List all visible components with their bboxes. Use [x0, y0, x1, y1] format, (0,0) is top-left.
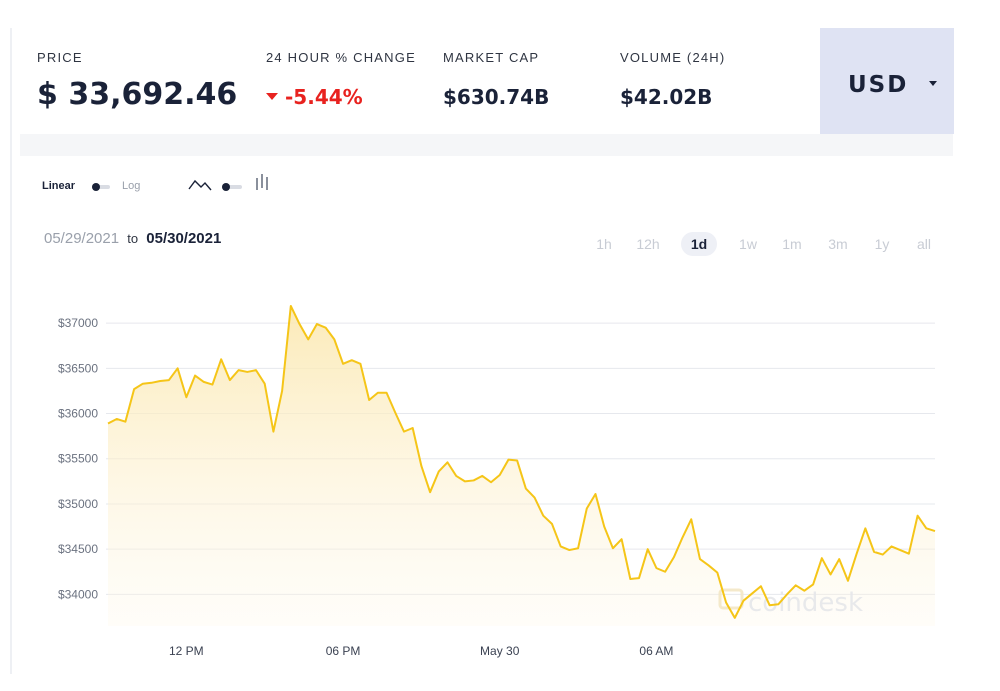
- range-3m[interactable]: 3m: [828, 236, 848, 252]
- range-1y[interactable]: 1y: [874, 236, 890, 252]
- x-tick-label: 06 AM: [639, 644, 673, 658]
- price-label: PRICE: [37, 50, 83, 65]
- scale-linear-label[interactable]: Linear: [42, 180, 76, 192]
- date-range-end[interactable]: 05/30/2021: [146, 230, 222, 247]
- price-chart: $34000 $34500 $35000 $35500 $36000 $36500 $370…: [58, 304, 936, 658]
- chart-style-toggle-switch[interactable]: [222, 183, 242, 191]
- market-cap-stat: MARKET CAP $630.74B: [443, 50, 549, 109]
- price-stat: PRICE $ 33,692.46: [37, 50, 237, 112]
- caret-down-icon: [266, 93, 278, 100]
- x-tick-label: 12 PM: [169, 644, 204, 658]
- range-all[interactable]: all: [916, 236, 931, 252]
- range-1d[interactable]: 1d: [681, 232, 717, 256]
- date-range: 05/29/2021 to 05/30/2021: [44, 230, 221, 247]
- x-tick-label: 06 PM: [326, 644, 361, 658]
- range-12h[interactable]: 12h: [636, 236, 660, 252]
- y-tick-label: $34000: [58, 587, 98, 601]
- candlestick-icon[interactable]: [254, 174, 270, 192]
- scale-toggle-switch[interactable]: [92, 183, 110, 191]
- scale-log-label[interactable]: Log: [122, 180, 141, 192]
- coindesk-watermark: coindesk: [718, 588, 863, 618]
- y-tick-label: $36500: [58, 361, 98, 375]
- market-cap-label: MARKET CAP: [443, 50, 540, 65]
- price-line: [107, 304, 936, 619]
- y-tick-label: $34500: [58, 542, 98, 556]
- x-tick-label: May 30: [480, 644, 520, 658]
- y-tick-label: $37000: [58, 316, 98, 330]
- change-value: -5.44%: [285, 85, 363, 109]
- price-stats-card: PRICE $ 33,692.46 24 HOUR % CHANGE -5.44…: [20, 28, 953, 134]
- left-divider: [10, 28, 12, 674]
- volume-label: VOLUME (24H): [620, 50, 726, 65]
- change-label: 24 HOUR % CHANGE: [266, 50, 416, 65]
- watermark-text: coindesk: [748, 588, 863, 618]
- change-value-row: -5.44%: [266, 85, 416, 109]
- y-tick-label: $36000: [58, 407, 98, 421]
- price-value: $ 33,692.46: [37, 77, 238, 112]
- range-1w[interactable]: 1w: [739, 236, 757, 252]
- currency-dropdown[interactable]: USD: [820, 28, 954, 134]
- volume-value: $42.02B: [620, 85, 713, 109]
- range-1h[interactable]: 1h: [596, 236, 612, 252]
- currency-selected: USD: [848, 72, 909, 98]
- change-stat: 24 HOUR % CHANGE -5.44%: [266, 50, 416, 109]
- coindesk-logo-icon: [718, 588, 744, 610]
- y-tick-label: $35000: [58, 497, 98, 511]
- market-cap-value: $630.74B: [443, 85, 550, 109]
- line-chart-icon[interactable]: [188, 178, 212, 192]
- price-chart-card: $34000 $34500 $35000 $35500 $36000 $36500 $370…: [20, 156, 953, 674]
- date-range-start[interactable]: 05/29/2021: [44, 230, 120, 247]
- date-range-to: to: [127, 231, 139, 246]
- price-area-fill: [108, 305, 935, 626]
- section-gap: [20, 134, 953, 156]
- dropdown-arrow-icon: [929, 81, 937, 86]
- volume-stat: VOLUME (24H) $42.02B: [620, 50, 725, 109]
- range-1m[interactable]: 1m: [782, 236, 802, 252]
- y-tick-label: $35500: [58, 452, 98, 466]
